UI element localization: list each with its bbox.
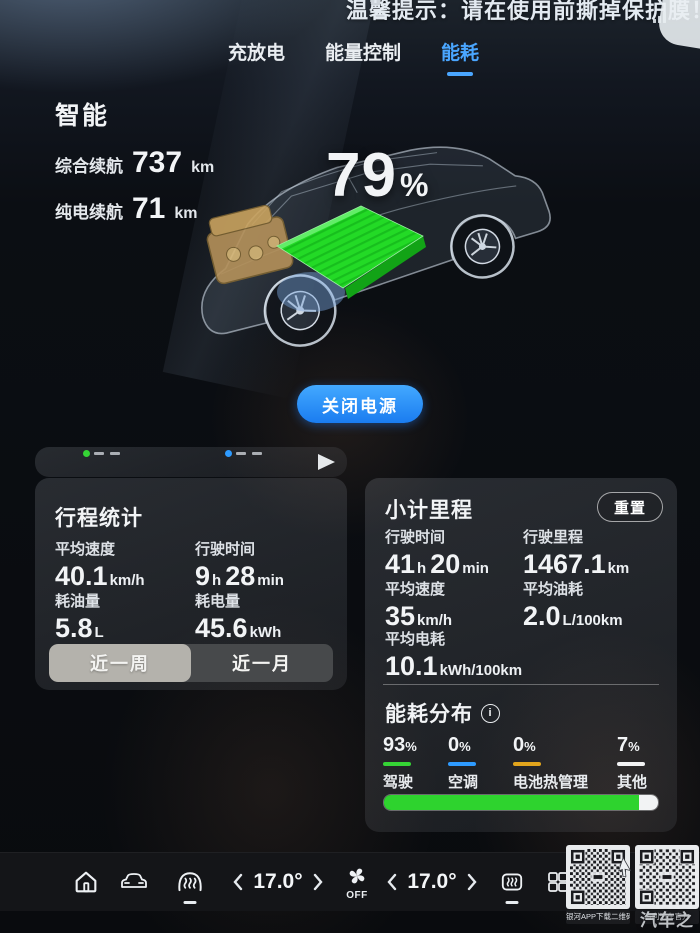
metric-avg-electric: 平均电耗 10.1 kWh/100km bbox=[385, 631, 523, 681]
qr-caption: 吉利汽车官方 bbox=[635, 910, 699, 924]
qr-code-image bbox=[566, 845, 630, 909]
vehicle-button[interactable] bbox=[112, 853, 156, 911]
rear-defrost-icon bbox=[501, 873, 523, 891]
power-off-button[interactable]: 关闭电源 bbox=[297, 385, 423, 423]
metric-avg-speed: 平均速度 40.1 km/h bbox=[55, 541, 145, 591]
fan-icon bbox=[349, 868, 365, 884]
underline-white bbox=[617, 762, 645, 766]
dist-segment-ac: 0% 空调 bbox=[448, 734, 479, 791]
fan-status-label: OFF bbox=[346, 890, 368, 901]
info-icon[interactable]: i bbox=[481, 703, 500, 723]
trip-statistics-card: 行程统计 平均速度 40.1 km/h 行驶时间 9 h 28 min 耗油量 … bbox=[35, 478, 347, 690]
home-button[interactable] bbox=[66, 853, 106, 911]
qr-app-download: 银河APP下载二维码 bbox=[566, 845, 630, 924]
dist-segment-thermal: 0% 电池热管理 bbox=[513, 734, 589, 791]
right-temp-increase-button[interactable] bbox=[462, 853, 482, 911]
battery-percent-value: 79 bbox=[326, 141, 397, 210]
chevron-left-icon bbox=[233, 873, 243, 891]
dist-segment-driving: 93% 驾驶 bbox=[383, 734, 417, 791]
section-divider bbox=[383, 684, 659, 685]
metric-total-time: 行驶时间 41 h 20 min bbox=[385, 529, 489, 579]
chevron-left-icon bbox=[387, 873, 397, 891]
tab-label: 能量控制 bbox=[325, 43, 402, 64]
engine-graphic bbox=[206, 204, 294, 285]
metric-avg-fuel: 平均油耗 2.0 L/100km bbox=[523, 581, 623, 631]
fan-button[interactable]: OFF bbox=[336, 853, 378, 911]
energy-tabs: 充放电 能量控制 能耗 bbox=[228, 38, 479, 76]
battery-percent-unit: % bbox=[399, 167, 429, 203]
active-indicator bbox=[505, 901, 519, 904]
right-temp-display[interactable]: 17.0° bbox=[407, 870, 457, 893]
front-defrost-button[interactable] bbox=[168, 853, 212, 911]
range-unit: km bbox=[191, 159, 215, 176]
underline-orange bbox=[513, 762, 541, 766]
legend-item-fuel bbox=[83, 450, 122, 457]
battery-graphic bbox=[276, 205, 426, 299]
metric-avg-speed-total: 平均速度 35 km/h bbox=[385, 581, 453, 631]
trip-meter-title: 小计里程 bbox=[385, 499, 473, 522]
tab-energy-consumption[interactable]: 能耗 bbox=[441, 38, 479, 76]
home-icon bbox=[75, 871, 97, 893]
legend-item-electric bbox=[225, 450, 264, 457]
chevron-right-icon bbox=[467, 873, 477, 891]
tab-label: 充放电 bbox=[228, 43, 286, 64]
ev-range-row: 纯电续航 71 km bbox=[55, 192, 198, 226]
range-label: 综合续航 bbox=[55, 157, 123, 176]
range-value: 737 bbox=[132, 146, 183, 179]
underline-blue bbox=[448, 762, 476, 766]
period-segmented-control: 近一周 近一月 bbox=[49, 644, 333, 682]
green-dot-icon bbox=[83, 450, 90, 457]
tab-label: 能耗 bbox=[441, 43, 480, 64]
left-temp-increase-button[interactable] bbox=[308, 853, 328, 911]
front-wheel bbox=[263, 274, 337, 347]
combined-range-row: 综合续航 737 km bbox=[55, 146, 214, 180]
motor-graphic bbox=[277, 272, 345, 312]
energy-distribution-bar bbox=[383, 794, 659, 811]
rear-wheel bbox=[450, 214, 515, 279]
marquee-notice: 温馨提示：请在使用前撕掉保护膜！ bbox=[346, 0, 700, 23]
period-last-week[interactable]: 近一周 bbox=[49, 644, 191, 682]
bar-segment-driving bbox=[384, 795, 639, 810]
period-last-month[interactable]: 近一月 bbox=[232, 654, 292, 674]
active-indicator bbox=[183, 901, 197, 904]
reset-button[interactable]: 重置 bbox=[597, 492, 663, 522]
trip-stats-title: 行程统计 bbox=[55, 507, 143, 530]
battery-percent: 79 % bbox=[326, 140, 428, 211]
chart-legend-strip[interactable] bbox=[35, 447, 347, 477]
blue-dot-icon bbox=[225, 450, 232, 457]
tab-energy-control[interactable]: 能量控制 bbox=[325, 38, 401, 76]
range-value: 71 bbox=[132, 192, 166, 225]
left-temp-decrease-button[interactable] bbox=[228, 853, 248, 911]
xray-car-graphic bbox=[156, 70, 576, 360]
right-temp-decrease-button[interactable] bbox=[382, 853, 402, 911]
photo-corner-artifact bbox=[655, 0, 700, 50]
drive-mode-title: 智能 bbox=[55, 102, 110, 130]
qr-watermark-overlay: 银河APP下载二维码 bbox=[566, 845, 699, 924]
rear-defrost-button[interactable] bbox=[490, 853, 534, 911]
metric-drive-time: 行驶时间 9 h 28 min bbox=[195, 541, 284, 591]
qr-caption: 银河APP下载二维码 bbox=[566, 910, 630, 924]
dist-segment-other: 7% 其他 bbox=[617, 734, 648, 791]
car-icon bbox=[121, 873, 147, 888]
chevron-right-icon bbox=[313, 873, 323, 891]
tab-active-underline bbox=[447, 72, 474, 76]
qr-official: 吉利汽车官方 bbox=[635, 845, 699, 924]
range-unit: km bbox=[174, 205, 198, 222]
left-temp-display[interactable]: 17.0° bbox=[253, 870, 303, 893]
triangle-indicator-icon bbox=[318, 454, 335, 470]
metric-fuel-used: 耗油量 5.8 L bbox=[55, 593, 104, 643]
tab-charge-discharge[interactable]: 充放电 bbox=[228, 38, 285, 76]
trip-meter-card: 小计里程 重置 行驶时间 41 h 20 min 行驶里程 1467.1 km … bbox=[365, 478, 677, 832]
metric-total-distance: 行驶里程 1467.1 km bbox=[523, 529, 630, 579]
energy-distribution-title: 能耗分布 i bbox=[385, 698, 500, 728]
bar-segment-other bbox=[638, 795, 658, 810]
front-defrost-icon bbox=[178, 872, 202, 892]
range-label: 纯电续航 bbox=[55, 203, 123, 222]
underline-green bbox=[383, 762, 411, 766]
qr-code-image bbox=[635, 845, 699, 909]
metric-energy-used: 耗电量 45.6 kWh bbox=[195, 593, 282, 643]
cursor-arrow-graphic bbox=[618, 856, 632, 877]
site-watermark: 汽车之家 bbox=[640, 911, 694, 930]
